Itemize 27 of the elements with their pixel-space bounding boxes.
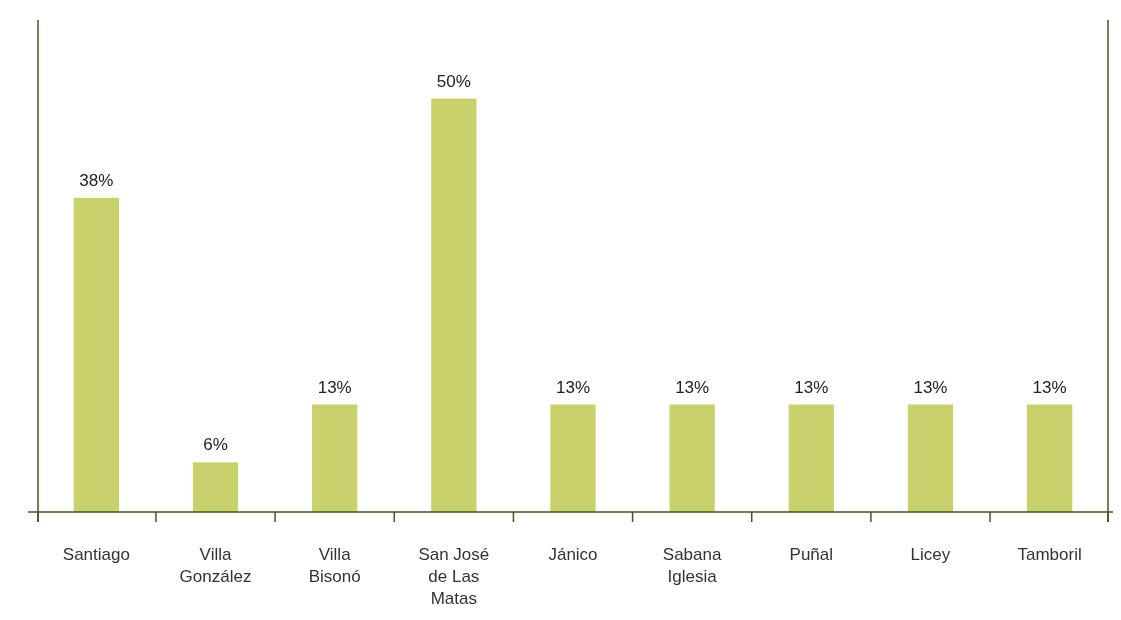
- x-tick-label: Licey: [910, 545, 951, 564]
- x-tick-label: Villa González: [179, 545, 252, 586]
- bar: [1026, 404, 1073, 512]
- x-tick-label: Tamboril: [1017, 545, 1082, 564]
- bar: [312, 404, 358, 512]
- x-tick-label: San José de Las Matas: [418, 545, 490, 608]
- data-label: 6%: [203, 435, 228, 455]
- bar: [73, 197, 120, 512]
- x-tick-label: Villa Bisonó: [308, 545, 361, 586]
- data-label: 50%: [436, 71, 471, 91]
- bar: [907, 404, 954, 512]
- bar: [431, 98, 477, 512]
- data-label: 13%: [1032, 377, 1067, 397]
- bar: [669, 404, 715, 512]
- x-tick-label: Puñal: [789, 545, 834, 564]
- bar: [550, 404, 596, 512]
- data-label: 13%: [794, 377, 829, 397]
- bar: [788, 404, 834, 512]
- data-label: 38%: [79, 170, 114, 190]
- data-label: 13%: [913, 377, 948, 397]
- data-label: 13%: [675, 377, 710, 397]
- x-tick-label: Sabana Iglesia: [662, 545, 722, 586]
- bar: [192, 462, 239, 512]
- data-label: 13%: [317, 377, 352, 397]
- x-tick-label: Santiago: [62, 545, 130, 564]
- data-label: 13%: [555, 377, 591, 397]
- x-tick-label: Jánico: [548, 545, 598, 564]
